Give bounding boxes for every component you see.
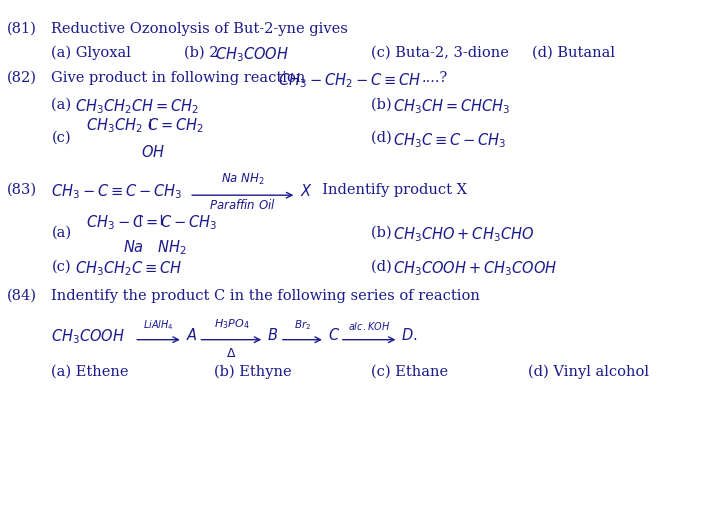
Text: (81): (81) [7, 22, 37, 36]
Text: (a) Glyoxal: (a) Glyoxal [51, 46, 131, 60]
Text: (82): (82) [7, 71, 37, 85]
Text: $\mathit{CH_3C \equiv C - CH_3}$: $\mathit{CH_3C \equiv C - CH_3}$ [393, 131, 507, 150]
Text: $\mathit{A}$: $\mathit{A}$ [186, 327, 198, 343]
Text: $\mathit{Na\ NH_2}$: $\mathit{Na\ NH_2}$ [221, 171, 265, 187]
Text: (c) Buta-2, 3-dione: (c) Buta-2, 3-dione [371, 46, 509, 60]
Text: ....?: ....? [421, 71, 448, 85]
Text: $\mathit{alc.KOH}$: $\mathit{alc.KOH}$ [348, 320, 391, 332]
Text: (d) Butanal: (d) Butanal [532, 46, 615, 60]
Text: $\mathit{CH_3CH_2C \equiv CH}$: $\mathit{CH_3CH_2C \equiv CH}$ [75, 260, 182, 278]
Text: $\mathit{CH_3 - CH_2 - C \equiv CH}$: $\mathit{CH_3 - CH_2 - C \equiv CH}$ [278, 71, 422, 90]
Text: $\mathit{CH_3COOH + CH_3COOH}$: $\mathit{CH_3COOH + CH_3COOH}$ [393, 260, 558, 278]
Text: (a): (a) [51, 226, 71, 240]
Text: $\mathit{Paraffin\ Oil}$: $\mathit{Paraffin\ Oil}$ [209, 198, 276, 212]
Text: $\mathit{\Delta}$: $\mathit{\Delta}$ [226, 347, 236, 360]
Text: (c) Ethane: (c) Ethane [371, 365, 448, 379]
Text: (b) 2: (b) 2 [184, 46, 218, 60]
Text: (84): (84) [7, 289, 37, 303]
Text: (b) Ethyne: (b) Ethyne [214, 365, 292, 379]
Text: $\mathit{Br_2}$: $\mathit{Br_2}$ [293, 318, 311, 332]
Text: $\mathit{D.}$: $\mathit{D.}$ [401, 327, 418, 343]
Text: (83): (83) [7, 183, 37, 197]
Text: (b): (b) [371, 97, 396, 112]
Text: (d) Vinyl alcohol: (d) Vinyl alcohol [528, 365, 649, 379]
Text: $\mathit{CH_3CH_2\ C = CH_2}$: $\mathit{CH_3CH_2\ C = CH_2}$ [86, 117, 203, 135]
Text: $\mathit{H_3PO_4}$: $\mathit{H_3PO_4}$ [213, 317, 249, 331]
Text: $\mathit{CH_3CHO + CH_3CHO}$: $\mathit{CH_3CHO + CH_3CHO}$ [393, 226, 535, 244]
Text: $\mathit{CH_3 - C = C - CH_3}$: $\mathit{CH_3 - C = C - CH_3}$ [86, 213, 217, 232]
Text: $\mathit{B}$: $\mathit{B}$ [267, 327, 278, 343]
Text: (d): (d) [371, 260, 397, 274]
Text: $\mathit{LiAlH_4}$: $\mathit{LiAlH_4}$ [143, 318, 174, 332]
Text: $\mathit{X}$: $\mathit{X}$ [300, 183, 313, 199]
Text: $\mathit{Na\ \ \ NH_2}$: $\mathit{Na\ \ \ NH_2}$ [123, 238, 186, 257]
Text: $\mathit{CH_3 - C \equiv C - CH_3}$: $\mathit{CH_3 - C \equiv C - CH_3}$ [51, 183, 183, 201]
Text: (d): (d) [371, 131, 397, 145]
Text: $\mathit{CH_3CH = CHCH_3}$: $\mathit{CH_3CH = CHCH_3}$ [393, 97, 511, 116]
Text: Give product in following reaction: Give product in following reaction [51, 71, 311, 85]
Text: (b): (b) [371, 226, 396, 240]
Text: Reductive Ozonolysis of But-2-yne gives: Reductive Ozonolysis of But-2-yne gives [51, 22, 348, 36]
Text: $\mathit{CH_3COOH}$: $\mathit{CH_3COOH}$ [215, 46, 289, 64]
Text: $\mathit{C}$: $\mathit{C}$ [328, 327, 340, 343]
Text: Indentify the product C in the following series of reaction: Indentify the product C in the following… [51, 289, 481, 303]
Text: (c): (c) [51, 260, 71, 274]
Text: $\mathit{CH_3CH_2CH = CH_2}$: $\mathit{CH_3CH_2CH = CH_2}$ [75, 97, 199, 116]
Text: Indentify product X: Indentify product X [313, 183, 467, 197]
Text: (a) Ethene: (a) Ethene [51, 365, 129, 379]
Text: $\mathit{OH}$: $\mathit{OH}$ [141, 144, 165, 161]
Text: (c): (c) [51, 131, 71, 145]
Text: (a): (a) [51, 97, 76, 112]
Text: $\mathit{CH_3COOH}$: $\mathit{CH_3COOH}$ [51, 327, 126, 346]
